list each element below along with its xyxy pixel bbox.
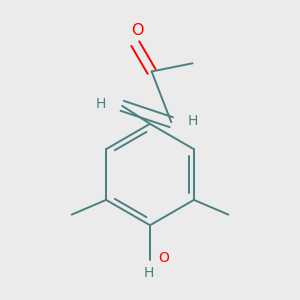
Text: O: O [131,23,143,38]
Text: H: H [187,114,198,128]
Text: H: H [96,97,106,111]
Text: H: H [143,266,154,280]
Text: O: O [158,251,169,265]
